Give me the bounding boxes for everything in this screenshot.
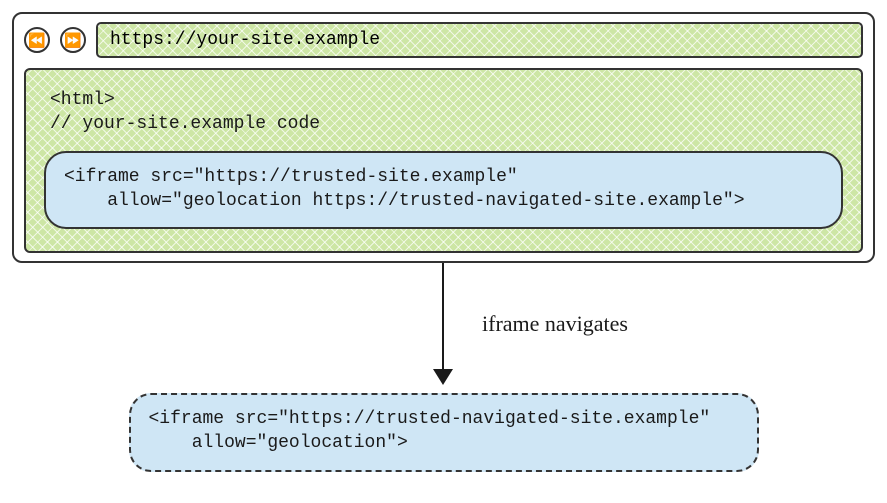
arrow-region: iframe navigates <box>12 263 875 393</box>
iframe-after-box: <iframe src="https://trusted-navigated-s… <box>129 393 759 472</box>
forward-button[interactable]: ⏩ <box>60 27 86 53</box>
code-line-1: <html> <box>50 90 115 110</box>
arrow-label: iframe navigates <box>482 311 628 337</box>
result-region: <iframe src="https://trusted-navigated-s… <box>12 393 875 472</box>
iframe-after-line-1: <iframe src="https://trusted-navigated-s… <box>149 409 711 429</box>
iframe-before-line-1: <iframe src="https://trusted-site.exampl… <box>64 167 518 187</box>
browser-toolbar: ⏪ ⏩ https://your-site.example <box>24 22 863 58</box>
iframe-before-box: <iframe src="https://trusted-site.exampl… <box>44 151 843 230</box>
back-button[interactable]: ⏪ <box>24 27 50 53</box>
navigate-arrow-icon <box>12 263 875 393</box>
iframe-before-line-2: allow="geolocation https://trusted-navig… <box>64 191 745 211</box>
page-viewport: <html> // your-site.example code <iframe… <box>24 68 863 253</box>
browser-window: ⏪ ⏩ https://your-site.example <html> // … <box>12 12 875 263</box>
fastforward-icon: ⏩ <box>64 32 81 49</box>
code-line-2: // your-site.example code <box>50 114 320 134</box>
iframe-after-line-2: allow="geolocation"> <box>149 433 408 453</box>
rewind-icon: ⏪ <box>28 32 45 49</box>
page-code: <html> // your-site.example code <box>50 88 843 137</box>
address-bar[interactable]: https://your-site.example <box>96 22 863 58</box>
